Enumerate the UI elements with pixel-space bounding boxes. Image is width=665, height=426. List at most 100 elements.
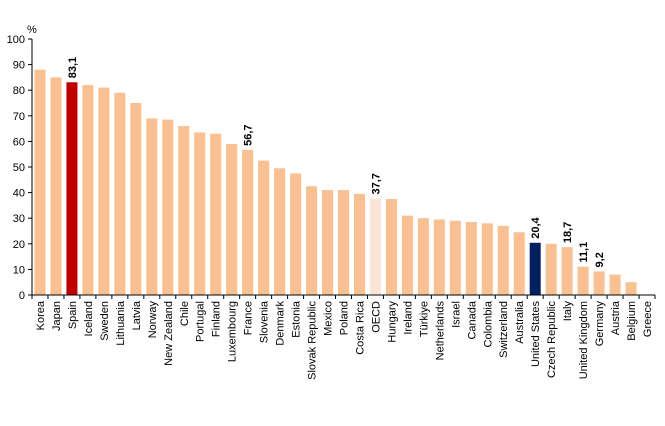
y-tick-label: 50 <box>13 162 25 174</box>
y-tick-label: 20 <box>13 239 25 251</box>
y-tick-label: 40 <box>13 188 25 200</box>
category-label: Chile <box>179 301 191 326</box>
category-label: Slovenia <box>259 300 271 343</box>
x-axis: Korea Japan Spain Iceland Sweden Lithuania Lat… <box>31 294 656 380</box>
bar-spain <box>66 82 78 295</box>
category-label: Australia <box>514 300 526 344</box>
category-label: Korea <box>35 300 47 330</box>
data-label: 18,7 <box>562 222 574 243</box>
category-label: Czech Republic <box>546 301 558 379</box>
category-label: Luxembourg <box>227 301 239 362</box>
category-label: Italy <box>562 301 574 322</box>
y-tick-label: 90 <box>13 60 25 72</box>
category-label: Slovak Republic <box>307 301 319 380</box>
data-label: 83,1 <box>67 57 79 78</box>
category-label: Ireland <box>402 301 414 335</box>
bar-iceland <box>82 85 94 295</box>
category-label: Finland <box>211 301 223 337</box>
bar-united-states <box>529 242 541 295</box>
bar-mexico <box>322 190 334 295</box>
bar-netherlands <box>433 219 445 295</box>
y-tick-label: 10 <box>13 264 25 276</box>
category-label: Denmark <box>275 301 287 346</box>
category-label: Poland <box>339 301 351 335</box>
y-tick-label: 70 <box>13 111 25 123</box>
bar-estonia <box>290 173 302 295</box>
bar-switzerland <box>497 225 509 295</box>
bar-israel <box>449 220 461 295</box>
bar-colombia <box>481 223 493 295</box>
category-label: Netherlands <box>434 301 446 361</box>
y-tick-label: 60 <box>13 136 25 148</box>
data-label: 20,4 <box>530 216 542 238</box>
data-label: 11,1 <box>578 242 590 263</box>
category-label: OECD <box>370 301 382 333</box>
category-label: Belgium <box>626 301 638 341</box>
category-label: Austria <box>610 300 622 335</box>
category-label: Lithuania <box>115 300 127 346</box>
category-label: Costa Rica <box>354 300 366 355</box>
category-label: Canada <box>466 300 478 339</box>
bar-sweden <box>98 87 110 295</box>
bar-czech-republic <box>545 243 557 295</box>
bar-norway <box>146 118 158 295</box>
category-label: Spain <box>67 301 79 329</box>
category-label: Japan <box>51 301 63 331</box>
category-label: Mexico <box>323 301 335 336</box>
bar-italy <box>561 247 573 295</box>
category-label: Greece <box>642 301 654 337</box>
data-label: 9,2 <box>594 252 606 267</box>
y-tick-label: 80 <box>13 85 25 97</box>
bar-finland <box>210 133 222 295</box>
bar-t-rkiye <box>417 218 429 295</box>
data-label: 56,7 <box>243 124 255 145</box>
category-label: Estonia <box>291 300 303 338</box>
bar-luxembourg <box>226 143 238 295</box>
category-label: Iceland <box>83 301 95 336</box>
bar-hungary <box>385 199 397 295</box>
category-label: Sweden <box>99 301 111 341</box>
bar-germany <box>593 271 605 295</box>
bar-austria <box>609 274 621 295</box>
category-label: France <box>243 301 255 335</box>
category-label: Germany <box>594 301 606 347</box>
category-label: New Zealand <box>163 301 175 366</box>
bar-oecd <box>369 198 381 295</box>
bar-poland <box>338 190 349 295</box>
bar-costa-rica <box>353 193 365 295</box>
bar-canada <box>465 222 477 295</box>
y-unit-label: % <box>27 24 37 36</box>
y-tick-label: 30 <box>13 213 25 225</box>
bar-slovak-republic <box>306 186 318 295</box>
category-label: Switzerland <box>498 301 510 358</box>
bar-australia <box>513 232 525 295</box>
bar-slovenia <box>258 160 270 295</box>
bar-latvia <box>130 103 142 295</box>
category-label: Türkiye <box>418 301 430 337</box>
category-label: Colombia <box>482 300 494 347</box>
bar-united-kingdom <box>577 266 589 295</box>
category-label: Norway <box>147 301 159 339</box>
category-label: Latvia <box>131 300 143 330</box>
bar-portugal <box>194 132 206 295</box>
bar-lithuania <box>114 92 126 295</box>
bar-korea <box>34 69 46 295</box>
data-labels-group: 83,1 56,7 37,7 20,4 18,7 11,1 9,2 <box>67 57 606 268</box>
bar-japan <box>50 77 62 296</box>
y-axis: 0 10 20 30 40 50 60 70 80 90 100 <box>7 34 33 302</box>
bar-belgium <box>625 282 637 295</box>
bar-ireland <box>401 215 413 295</box>
data-label: 37,7 <box>370 173 382 194</box>
y-tick-label: 0 <box>19 290 25 302</box>
category-label: Portugal <box>195 301 207 342</box>
bars-group <box>34 69 637 296</box>
category-label: United States <box>530 301 542 368</box>
bar-france <box>242 149 254 295</box>
category-label: Israel <box>450 301 462 328</box>
category-label: Hungary <box>386 301 398 343</box>
y-tick-label: 100 <box>7 34 25 46</box>
category-label: United Kingdom <box>578 301 590 379</box>
bar-chile <box>178 126 190 295</box>
